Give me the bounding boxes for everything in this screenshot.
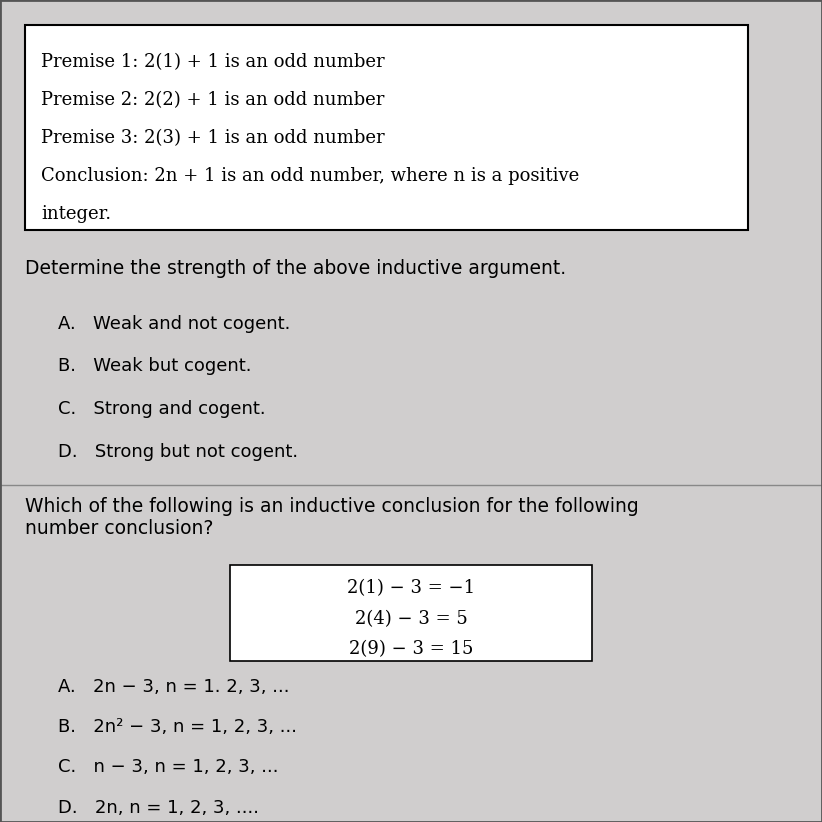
- Text: 2(1) − 3 = −1: 2(1) − 3 = −1: [347, 580, 475, 598]
- Text: D.   2n, n = 1, 2, 3, ....: D. 2n, n = 1, 2, 3, ....: [58, 799, 259, 817]
- Text: integer.: integer.: [41, 205, 111, 223]
- Text: Premise 1: 2(1) + 1 is an odd number: Premise 1: 2(1) + 1 is an odd number: [41, 53, 385, 72]
- Text: Premise 2: 2(2) + 1 is an odd number: Premise 2: 2(2) + 1 is an odd number: [41, 91, 385, 109]
- Text: 2(4) − 3 = 5: 2(4) − 3 = 5: [354, 610, 468, 628]
- Text: B.   Weak but cogent.: B. Weak but cogent.: [58, 358, 251, 376]
- Text: B.   2n² − 3, n = 1, 2, 3, ...: B. 2n² − 3, n = 1, 2, 3, ...: [58, 718, 297, 737]
- FancyBboxPatch shape: [25, 25, 748, 230]
- Text: C.   n − 3, n = 1, 2, 3, ...: C. n − 3, n = 1, 2, 3, ...: [58, 759, 278, 777]
- Text: Premise 3: 2(3) + 1 is an odd number: Premise 3: 2(3) + 1 is an odd number: [41, 129, 385, 147]
- Text: Conclusion: 2n + 1 is an odd number, where n is a positive: Conclusion: 2n + 1 is an odd number, whe…: [41, 167, 580, 185]
- Text: Which of the following is an inductive conclusion for the following
number concl: Which of the following is an inductive c…: [25, 497, 639, 538]
- FancyBboxPatch shape: [230, 565, 592, 662]
- Text: A.   2n − 3, n = 1. 2, 3, ...: A. 2n − 3, n = 1. 2, 3, ...: [58, 678, 289, 696]
- Text: A.   Weak and not cogent.: A. Weak and not cogent.: [58, 315, 290, 333]
- Text: 2(9) − 3 = 15: 2(9) − 3 = 15: [349, 640, 473, 658]
- Text: D.   Strong but not cogent.: D. Strong but not cogent.: [58, 443, 298, 461]
- Text: C.   Strong and cogent.: C. Strong and cogent.: [58, 400, 266, 418]
- Text: Determine the strength of the above inductive argument.: Determine the strength of the above indu…: [25, 259, 566, 278]
